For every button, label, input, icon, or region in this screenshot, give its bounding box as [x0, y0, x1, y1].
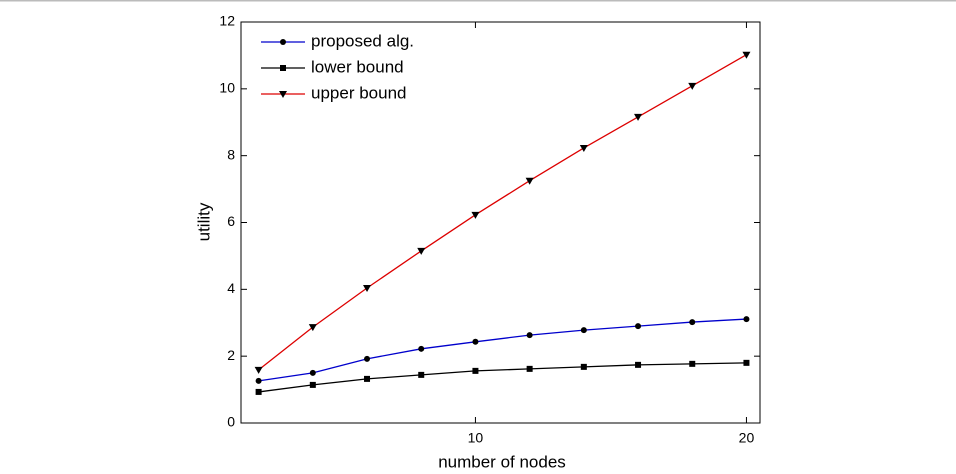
y-tick-label: 6 [227, 213, 235, 229]
legend-marker [280, 39, 286, 45]
marker [579, 144, 588, 152]
series-line [258, 362, 747, 393]
marker [309, 381, 316, 388]
marker [418, 371, 425, 378]
marker [525, 177, 534, 185]
legend-label: upper bound [311, 83, 406, 102]
marker [472, 367, 479, 374]
marker [471, 211, 480, 219]
y-axis-label: utility [194, 202, 213, 241]
y-tick-label: 10 [219, 80, 235, 96]
marker [254, 366, 263, 374]
legend-marker [280, 65, 286, 71]
y-tick-label: 0 [227, 414, 235, 430]
marker [255, 388, 262, 395]
marker [689, 360, 696, 367]
marker [635, 361, 642, 368]
marker [580, 327, 587, 334]
x-tick-label: 10 [468, 430, 484, 446]
marker [417, 247, 426, 255]
marker [742, 51, 751, 59]
series-line [258, 318, 747, 382]
x-axis-label: number of nodes [438, 452, 566, 471]
marker [309, 369, 316, 376]
y-tick-label: 12 [219, 13, 235, 29]
legend-marker [279, 91, 287, 98]
marker [526, 332, 533, 339]
marker [418, 345, 425, 352]
marker [743, 316, 750, 323]
plot-frame [240, 21, 761, 424]
marker [364, 355, 371, 362]
marker [580, 363, 587, 370]
marker [689, 319, 696, 326]
y-tick-label: 8 [227, 146, 235, 162]
legend-label: proposed alg. [311, 31, 414, 50]
marker [526, 365, 533, 372]
marker [308, 324, 317, 332]
marker [363, 284, 372, 292]
marker [472, 338, 479, 345]
marker [255, 377, 262, 384]
marker [635, 323, 642, 330]
series-line [258, 54, 747, 371]
marker [743, 359, 750, 366]
y-tick-label: 4 [227, 280, 235, 296]
marker [634, 113, 643, 121]
legend-label: lower bound [311, 57, 404, 76]
marker [364, 375, 371, 382]
x-tick-label: 20 [739, 430, 755, 446]
y-tick-label: 2 [227, 347, 235, 363]
marker [688, 82, 697, 90]
